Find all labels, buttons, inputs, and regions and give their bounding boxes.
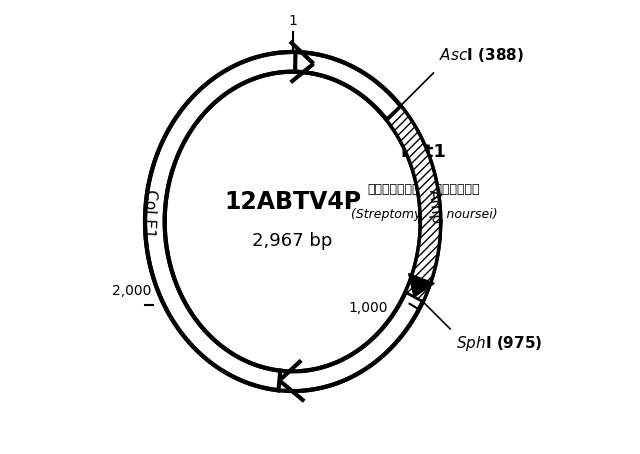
Text: $\mathit{Sph}$I (975): $\mathit{Sph}$I (975) [456, 335, 542, 353]
Text: (Streptomyces noursei): (Streptomyces noursei) [351, 208, 497, 222]
Polygon shape [386, 106, 440, 301]
Text: 1: 1 [288, 14, 297, 28]
Text: 1,000: 1,000 [348, 301, 388, 315]
Text: Col E1: Col E1 [141, 189, 158, 238]
Text: $\mathit{Asc}$I (388): $\mathit{Asc}$I (388) [439, 46, 524, 64]
Text: 12ABTV4P: 12ABTV4P [224, 190, 361, 214]
Text: 2,000: 2,000 [113, 284, 152, 298]
Polygon shape [408, 274, 434, 297]
Text: 2,967 bp: 2,967 bp [252, 232, 333, 250]
Text: ストレプトマイセス・ノウルセイ: ストレプトマイセス・ノウルセイ [367, 183, 480, 196]
Text: Amp: Amp [426, 188, 444, 225]
Text: nat1: nat1 [401, 143, 447, 161]
